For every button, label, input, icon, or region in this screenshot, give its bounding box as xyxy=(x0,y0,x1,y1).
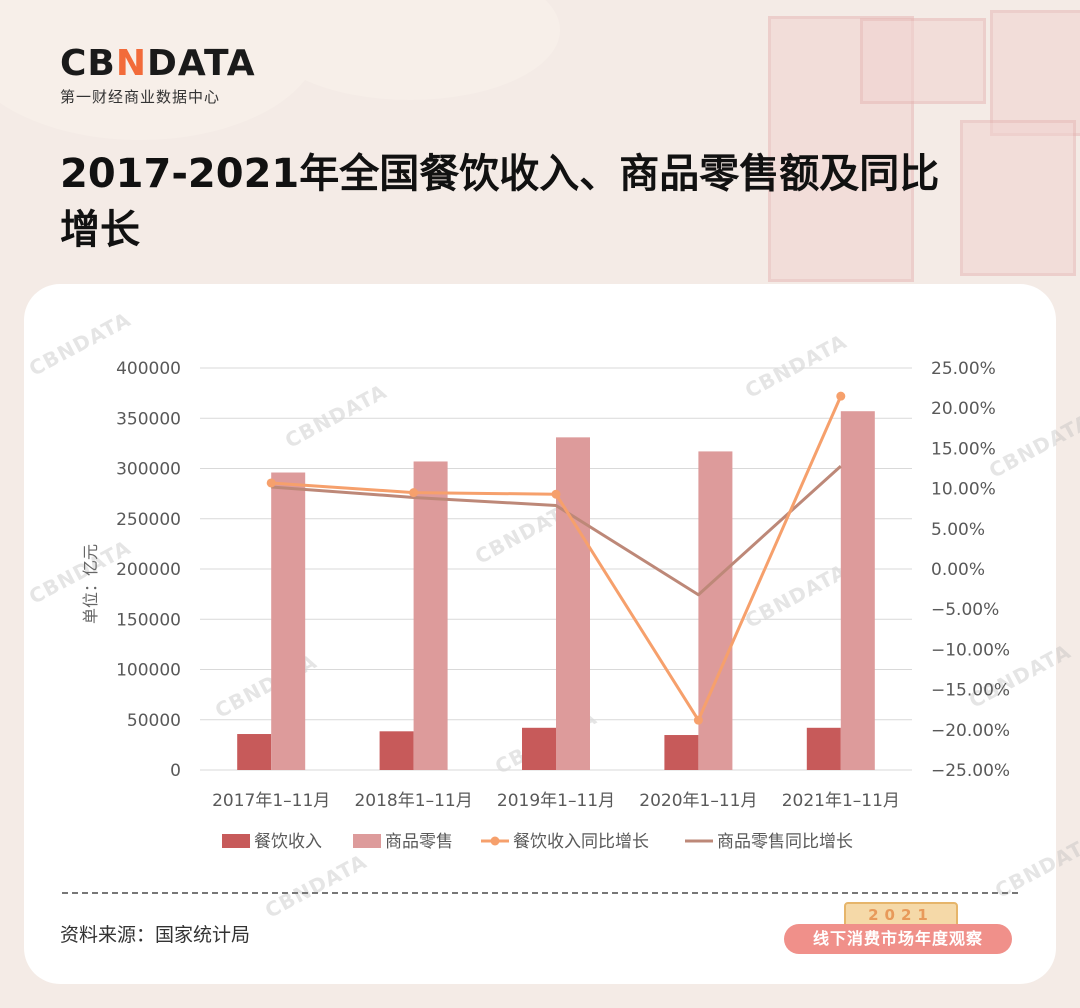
line-point xyxy=(836,391,846,401)
bar xyxy=(413,461,448,770)
y2-tick-label: −20.00% xyxy=(931,721,1010,741)
x-tick-label: 2018年1–11月 xyxy=(354,791,472,811)
chart-card: CBNDATA CBNDATA CBNDATA CBNDATA CBNDATA … xyxy=(24,284,1080,984)
y-axis-label: 单位：亿元 xyxy=(81,544,100,624)
line-point xyxy=(551,489,561,499)
y2-tick-label: 15.00% xyxy=(931,439,996,459)
bar xyxy=(522,727,556,770)
y-tick-label: 400000 xyxy=(116,359,181,379)
report-stamp: 2021 线下消费市场年度观察 xyxy=(780,902,1016,956)
y2-tick-label: −15.00% xyxy=(931,681,1010,701)
y-tick-label: 0 xyxy=(170,761,181,781)
bar xyxy=(840,411,875,770)
y2-tick-label: −5.00% xyxy=(931,600,999,620)
legend-swatch xyxy=(222,834,250,848)
y2-tick-label: −10.00% xyxy=(931,640,1010,660)
chart: 0 50000 100000 150000 200000 250000 300000 3500… xyxy=(81,359,1010,852)
brand-logo: CBNDATA 第一财经商业数据中心 xyxy=(60,43,256,107)
bar xyxy=(698,451,733,770)
x-tick-label: 2021年1–11月 xyxy=(782,791,900,811)
y-tick-label: 300000 xyxy=(116,460,181,480)
line-point xyxy=(266,478,276,488)
x-tick-label: 2017年1–11月 xyxy=(212,791,330,811)
bar xyxy=(379,731,414,770)
divider xyxy=(62,892,1018,894)
legend-label: 餐饮收入 xyxy=(254,832,322,852)
y-tick-label: 200000 xyxy=(116,560,181,580)
line-point xyxy=(693,715,703,725)
y2-tick-label: 20.00% xyxy=(931,399,996,419)
y2-tick-label: 25.00% xyxy=(931,359,996,379)
legend-label: 商品零售 xyxy=(385,832,453,852)
y-tick-label: 250000 xyxy=(116,510,181,530)
bar xyxy=(556,437,590,770)
page-title: 2017-2021年全国餐饮收入、商品零售额及同比增长 xyxy=(60,151,940,253)
y2-tick-label: 10.00% xyxy=(931,480,996,500)
stamp-label: 线下消费市场年度观察 xyxy=(784,924,1012,954)
y2-tick-label: 0.00% xyxy=(931,560,985,580)
bar xyxy=(271,472,306,770)
source-note: 资料来源：国家统计局 xyxy=(60,924,251,946)
legend-label: 餐饮收入同比增长 xyxy=(513,832,649,852)
line-point xyxy=(409,488,419,498)
y-tick-label: 50000 xyxy=(127,711,181,731)
y-tick-label: 150000 xyxy=(116,610,181,630)
brand-subtitle: 第一财经商业数据中心 xyxy=(60,88,221,106)
y2-tick-label: −25.00% xyxy=(931,761,1010,781)
legend-swatch xyxy=(353,834,381,848)
x-tick-label: 2019年1–11月 xyxy=(497,791,615,811)
legend-label: 商品零售同比增长 xyxy=(717,832,853,852)
bar xyxy=(237,734,272,770)
y2-tick-label: 5.00% xyxy=(931,520,985,540)
bar xyxy=(664,735,699,770)
bar xyxy=(806,727,841,770)
y-tick-label: 100000 xyxy=(116,661,181,681)
legend-marker xyxy=(490,836,500,846)
series-line xyxy=(271,464,842,597)
x-tick-label: 2020年1–11月 xyxy=(639,791,757,811)
y-tick-label: 350000 xyxy=(116,409,181,429)
